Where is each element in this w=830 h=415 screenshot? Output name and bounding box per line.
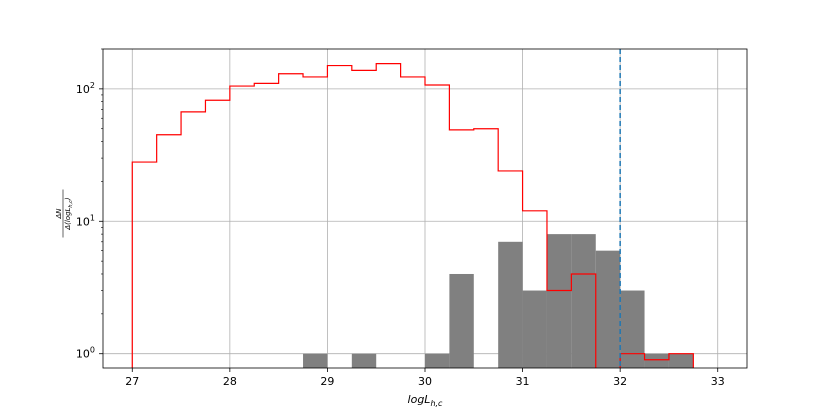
red-step-histogram: [131, 63, 694, 368]
grid-lines: [103, 49, 747, 368]
y-axis-label-numerator: ΔN: [55, 208, 63, 220]
histogram-bar: [571, 234, 596, 368]
gray-histogram-bars: [303, 234, 694, 368]
y-tick-label-exponent: 1: [90, 213, 95, 222]
histogram-bar: [620, 290, 645, 368]
x-tick-label: 31: [516, 375, 530, 388]
histogram-bar: [303, 353, 328, 368]
y-axis-label-denominator: Δ(logLh,c): [64, 197, 74, 231]
x-axis-label-subscript: h,c: [430, 399, 443, 408]
y-tick-label-exponent: 0: [90, 346, 95, 355]
y-axis-label-denominator-subscript: h,c: [68, 200, 74, 208]
y-tick-label: 100: [76, 346, 95, 361]
y-axis-label: ΔN Δ(logLh,c): [55, 189, 74, 238]
y-axis-label-denominator-close: ): [64, 197, 72, 201]
x-tick-label: 27: [125, 375, 139, 388]
y-tick-label-base: 10: [76, 83, 90, 96]
histogram-bar: [449, 273, 474, 368]
y-tick-label-base: 10: [76, 215, 90, 228]
y-tick-label-base: 10: [76, 348, 90, 361]
histogram-bar: [498, 241, 523, 368]
histogram-bar: [668, 353, 694, 368]
x-tick-label: 30: [418, 375, 432, 388]
histogram-bar: [425, 353, 450, 368]
histogram-bar: [546, 234, 572, 368]
histogram-bar: [522, 290, 547, 368]
y-tick-label: 101: [76, 213, 95, 228]
x-axis-label-main: logL: [408, 393, 431, 406]
x-tick-label: 29: [320, 375, 334, 388]
step-histogram-line: [619, 353, 694, 368]
y-axis-label-denominator-main: Δ(logL: [64, 207, 72, 230]
x-tick-label: 33: [711, 375, 725, 388]
x-tick-label: 32: [613, 375, 627, 388]
histogram-bar: [644, 353, 669, 368]
step-histogram-line: [131, 63, 597, 368]
y-tick-label-exponent: 2: [90, 81, 95, 90]
x-tick-label: 28: [223, 375, 237, 388]
histogram-bar: [351, 353, 377, 368]
x-axis-ticks: 27 28 29 30 31 32 33: [125, 368, 725, 388]
y-tick-label: 102: [76, 81, 95, 96]
histogram-bar: [595, 250, 621, 368]
x-axis-label: logLh,c: [408, 393, 444, 408]
